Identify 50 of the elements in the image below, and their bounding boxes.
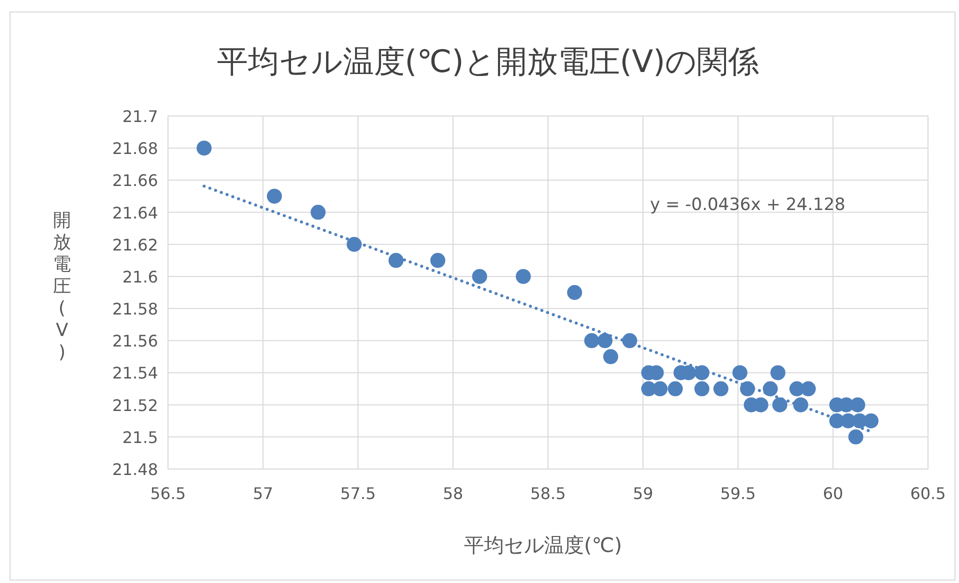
point — [694, 365, 710, 380]
point — [762, 381, 778, 396]
point — [603, 349, 618, 364]
point — [567, 285, 582, 300]
point — [652, 381, 668, 396]
x-tick-label: 60.5 — [910, 484, 946, 503]
point — [430, 252, 446, 268]
point — [800, 381, 816, 396]
y-tick-label: 21.6 — [122, 267, 158, 286]
x-tick-label: 57.5 — [340, 484, 376, 503]
point — [772, 397, 788, 412]
point — [196, 140, 212, 156]
point — [516, 268, 531, 284]
x-axis-title: 平均セル温度(℃) — [464, 533, 622, 557]
y-tick-label: 21.68 — [112, 139, 158, 158]
point — [310, 204, 326, 220]
point — [848, 429, 864, 444]
point — [694, 381, 710, 396]
point — [850, 397, 866, 412]
point — [266, 188, 282, 204]
y-tick-label: 21.52 — [112, 396, 158, 415]
point — [584, 333, 600, 348]
x-tick-label: 57 — [252, 484, 274, 503]
y-tick-label: 21.66 — [112, 171, 158, 190]
chart-title: 平均セル温度(℃)と開放電圧(V)の関係 — [216, 44, 760, 80]
point — [864, 413, 878, 428]
point — [598, 333, 612, 348]
annotation: y = -0.0436x + 24.128 — [650, 195, 846, 215]
point — [346, 236, 362, 252]
y-tick-label: 21.7 — [122, 107, 158, 126]
y-tick-label: 21.56 — [112, 332, 158, 351]
point — [713, 381, 728, 396]
x-tick-label: 58 — [442, 484, 464, 503]
y-tick-label: 21.5 — [122, 428, 158, 447]
point — [472, 268, 488, 284]
point — [668, 381, 683, 396]
point — [770, 365, 786, 380]
y-tick-label: 21.58 — [112, 300, 158, 319]
y-tick-label: 21.64 — [112, 203, 158, 222]
y-axis-title: 開放電圧(V) — [53, 210, 71, 363]
point — [388, 252, 404, 268]
y-tick-label: 21.62 — [112, 235, 158, 254]
x-tick-label: 60 — [822, 484, 844, 503]
y-tick-label: 21.54 — [112, 364, 158, 383]
x-tick-label: 59.5 — [720, 484, 756, 503]
x-tick-label: 58.5 — [530, 484, 566, 503]
x-tick-label: 59 — [632, 484, 654, 503]
x-tick-label: 56.5 — [150, 484, 186, 503]
point — [732, 365, 748, 380]
y-tick-label: 21.48 — [112, 460, 158, 479]
